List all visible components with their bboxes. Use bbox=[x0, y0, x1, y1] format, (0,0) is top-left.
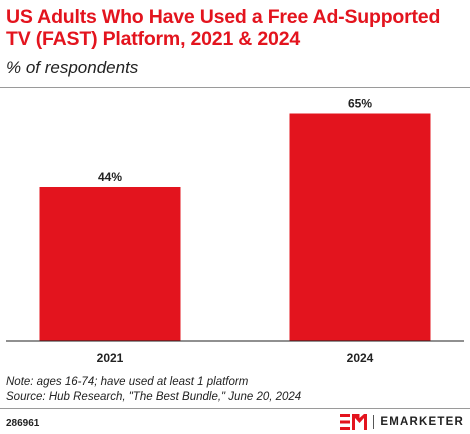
top-divider bbox=[0, 87, 470, 88]
value-label-2021: 44% bbox=[98, 170, 122, 184]
bar-2021 bbox=[39, 187, 181, 341]
bar-chart: 44% 2021 65% 2024 bbox=[6, 97, 464, 365]
bottom-divider bbox=[0, 408, 470, 409]
bar-2024 bbox=[289, 113, 431, 341]
chart-title: US Adults Who Have Used a Free Ad-Suppor… bbox=[6, 6, 441, 50]
chart-subtitle: % of respondents bbox=[6, 58, 139, 77]
emarketer-logo: EMARKETER bbox=[340, 413, 464, 431]
em-logo-icon bbox=[340, 414, 368, 430]
x-tick-2024: 2024 bbox=[347, 351, 374, 365]
value-label-2024: 65% bbox=[348, 97, 372, 111]
chart-id: 286961 bbox=[6, 418, 40, 429]
chart-note: Note: ages 16-74; have used at least 1 p… bbox=[6, 376, 249, 388]
x-tick-2021: 2021 bbox=[97, 351, 124, 365]
logo-separator bbox=[373, 415, 375, 429]
brand-name: EMARKETER bbox=[380, 416, 464, 428]
chart-source: Source: Hub Research, "The Best Bundle,"… bbox=[6, 391, 302, 403]
